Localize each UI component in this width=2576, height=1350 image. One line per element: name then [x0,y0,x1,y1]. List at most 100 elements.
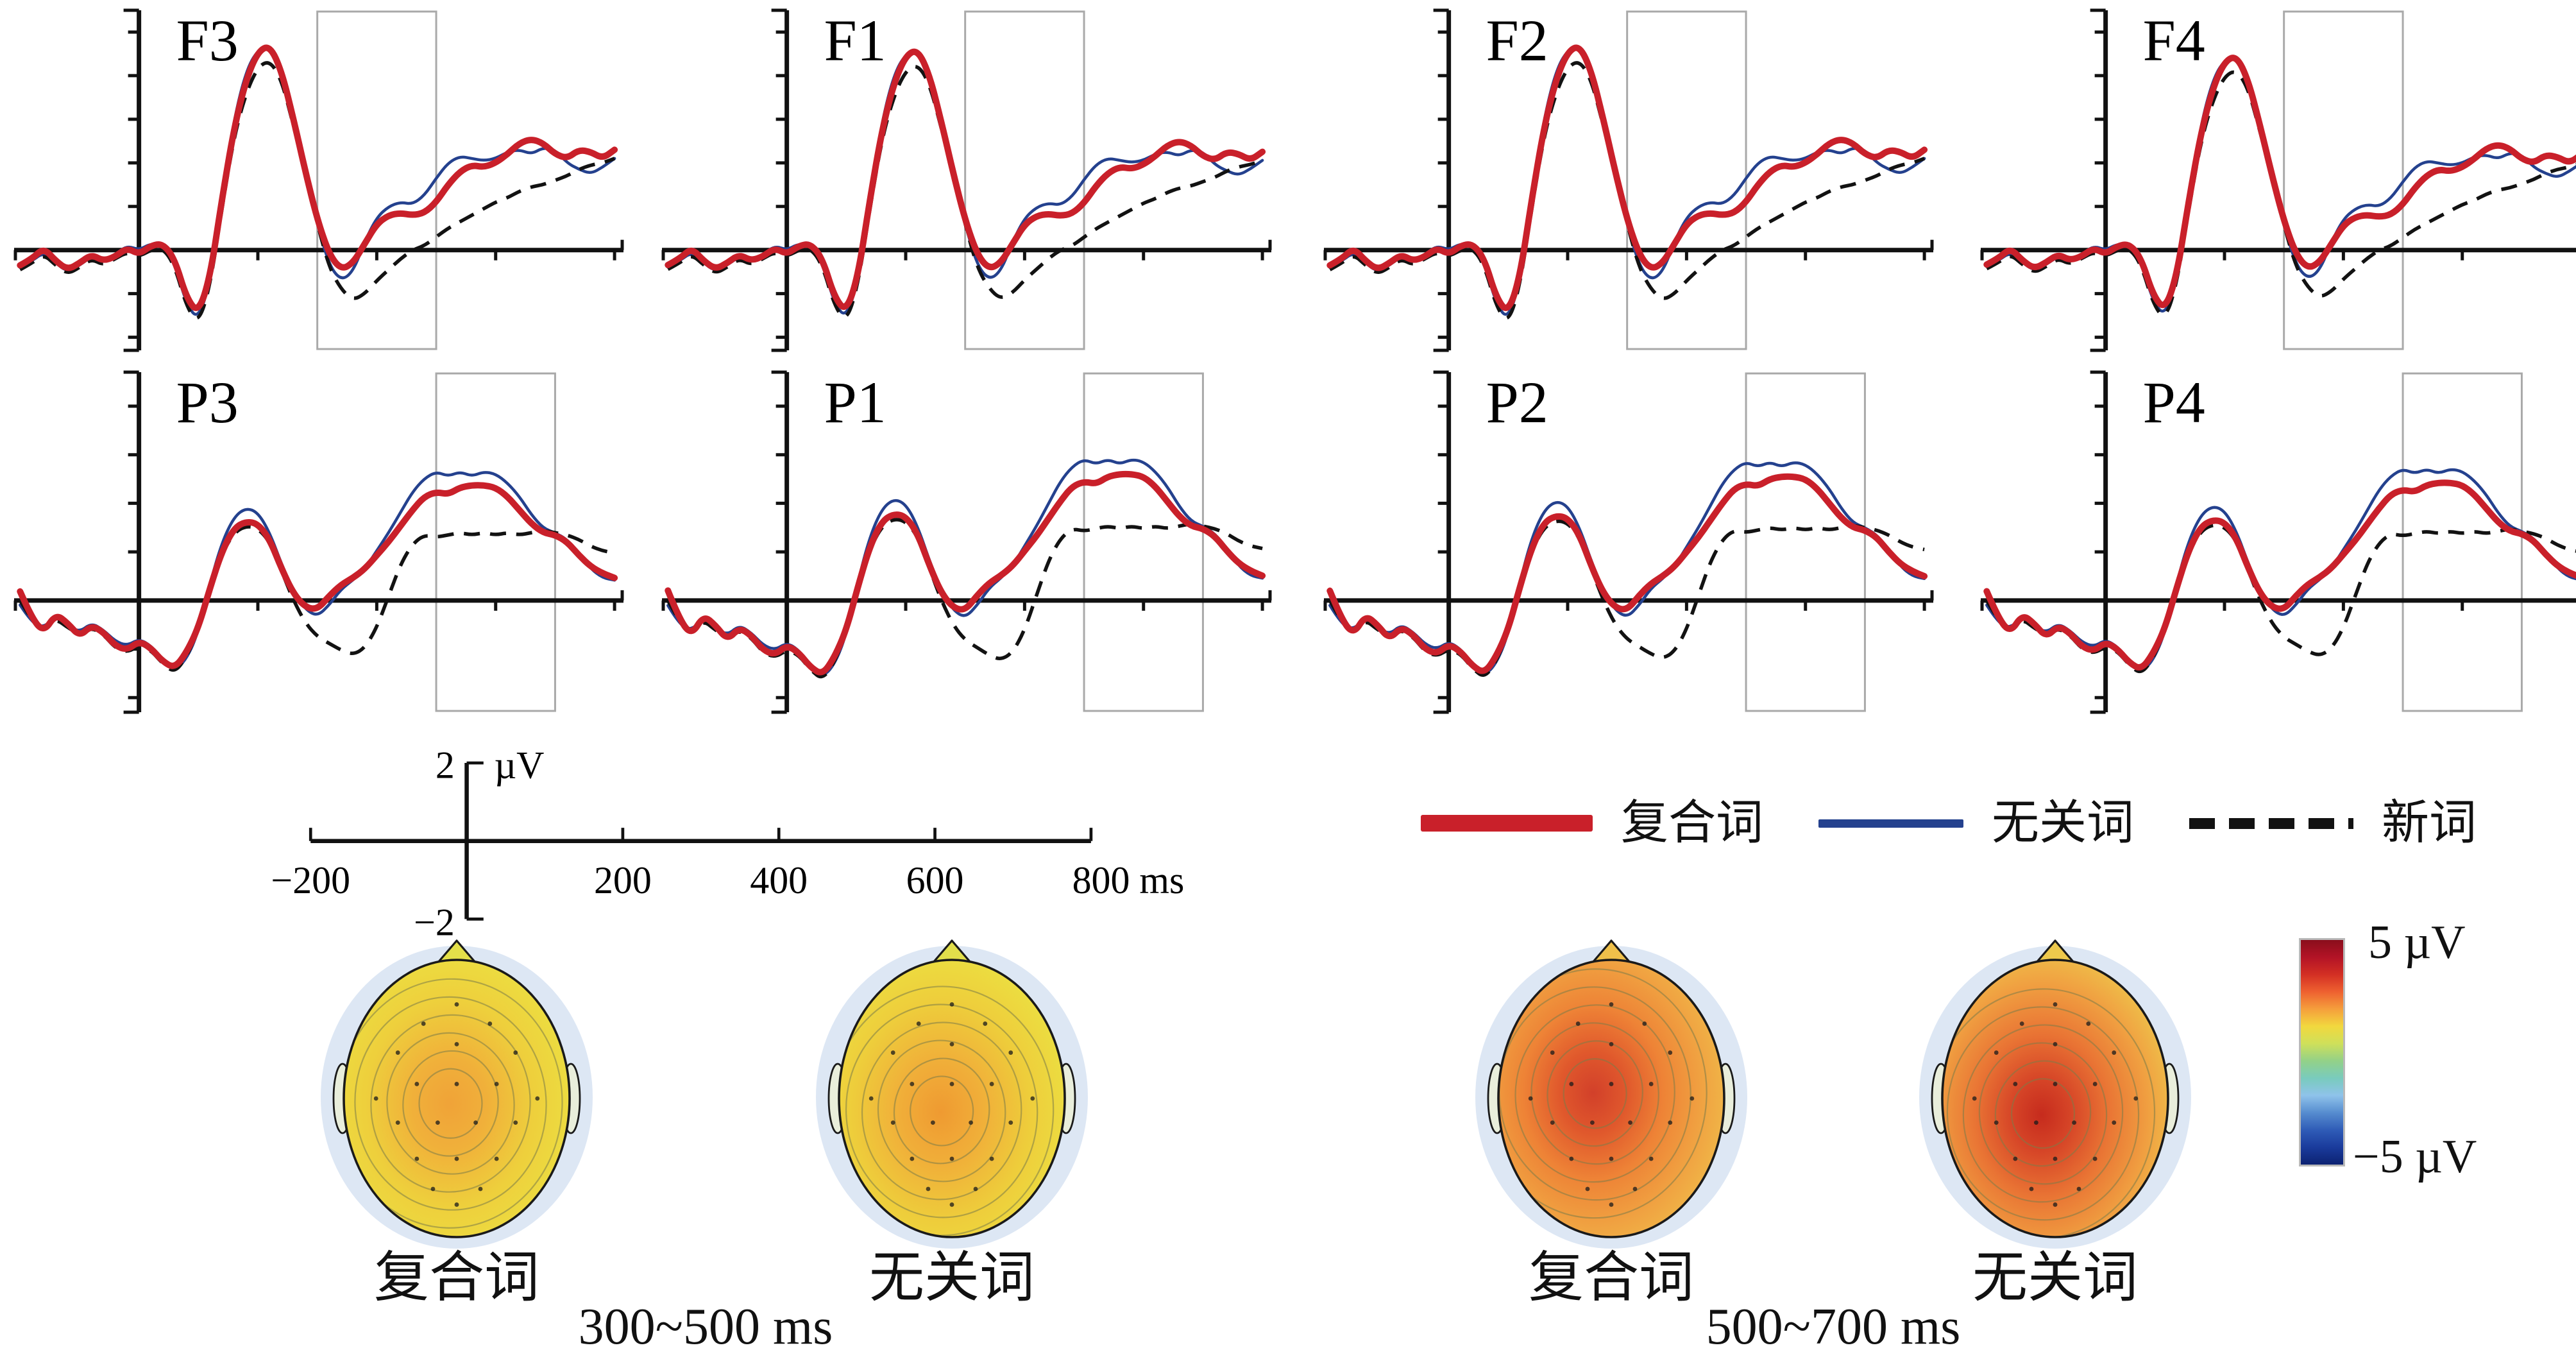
voltage-axis [2090,8,2108,352]
topomap-label-1: 复合词 [374,1247,539,1308]
electrode-dots [1972,1002,2139,1207]
time-axis [1323,590,1934,611]
scale-tick-m200: −200 [271,859,350,901]
erp-curve-compound [1983,55,2576,309]
erp-panel-F1: F1 [659,4,1275,358]
topomap-compound-300-500 [316,932,598,1252]
voltage-axis [1433,370,1452,714]
time-axis [13,590,624,611]
panel-label: P3 [176,370,239,435]
erp-curve-unrelated [666,458,1264,676]
erp-curve-new [18,525,615,672]
erp-curve-compound [665,470,1266,676]
voltage-axis [771,8,790,352]
panel-label: F2 [1486,8,1548,73]
erp-curve-unrelated [1328,461,1926,674]
scalp [1497,959,1725,1238]
erp-curve-unrelated [1985,468,2576,671]
erp-curve-new [1328,61,1926,320]
scale-time-ticks [309,828,1093,841]
highlight-window [1745,372,1866,712]
topomap-label-4: 无关词 [1972,1247,2138,1308]
time-window-label-500-700: 500~700 ms [1706,1299,1961,1350]
erp-panel-P3: P3 [12,366,627,720]
highlight-window [2283,10,2404,350]
panel-label: F4 [2143,8,2205,73]
panel-label: P1 [824,370,886,435]
scalp [343,959,571,1238]
scale-tick-800ms: 800 ms [1072,859,1185,901]
erp-curve-new [1985,523,2576,674]
scale-tick-600: 600 [906,859,964,901]
contour-lines [1500,968,1707,1219]
erp-panel-P4: P4 [1978,366,2576,720]
panel-label: F3 [176,8,239,73]
erp-panel-P2: P2 [1321,366,1937,720]
erp-curve-new [1328,519,1925,677]
highlight-window [435,372,556,712]
highlight-window [1626,10,1747,350]
highlight-window [316,10,437,350]
legend-item-compound: 复合词 [1421,799,1763,847]
panel-label: P4 [2143,370,2205,435]
condition-legend: 复合词 无关词 新词 [1421,775,2569,871]
erp-panel-F2: F2 [1321,4,1937,358]
unrelated-line-swatch [1818,819,1963,828]
topomap-compound-500-700 [1470,932,1752,1252]
voltage-axis [771,370,790,714]
compound-label: 复合词 [1621,797,1763,850]
scalp [1941,959,2169,1238]
colorbar-max-label: 5 µV [2368,916,2466,969]
compound-line-swatch [1421,815,1593,832]
topomap-label-3: 复合词 [1529,1247,1694,1308]
new-word-label: 新词 [2382,797,2477,850]
panel-label: P2 [1486,370,1548,435]
highlight-window [2402,372,2523,712]
erp-curve-unrelated [1985,56,2576,313]
time-axis [661,239,1272,261]
voltage-axis [123,370,142,714]
erp-curve-compound [1326,473,1928,674]
scale-bottom-label: −2 [414,901,455,941]
time-axis [1980,248,2576,261]
legend-item-new: 新词 [2189,799,2477,847]
erp-curve-new [19,61,616,320]
scale-tick-400: 400 [750,859,808,901]
panel-label: F1 [824,8,886,73]
topomap-unrelated-300-500 [811,932,1093,1252]
scale-top-label: 2 [436,744,455,786]
new-word-line-swatch [2189,817,2353,829]
erp-curve-compound [17,482,618,669]
erp-panel-P1: P1 [659,366,1275,720]
unrelated-label: 无关词 [1992,797,2134,850]
time-window-label-300-500: 300~500 ms [578,1299,833,1350]
time-axis [1323,239,1934,261]
scale-tick-200: 200 [594,859,652,901]
voltage-colorbar [2299,938,2345,1166]
legend-item-unrelated: 无关词 [1818,799,2134,847]
erp-curve-compound [17,44,618,311]
time-axis [661,590,1272,611]
contour-lines [1944,988,2156,1236]
erp-curve-compound [665,48,1266,310]
erp-panel-F4: F4 [1978,4,2576,358]
erp-curve-compound [1326,44,1928,311]
erp-panel-F3: F3 [12,4,627,358]
topomap-label-2: 无关词 [869,1247,1035,1308]
electrode-dots [869,1002,1035,1207]
electrode-dots [373,1002,540,1207]
voltage-axis [1433,8,1452,352]
contour-lines [345,978,563,1229]
topomap-unrelated-500-700 [1914,932,2196,1252]
erp-curve-compound [1983,479,2576,671]
scalp [838,959,1066,1238]
highlight-window [964,10,1085,350]
colorbar-min-label: −5 µV [2353,1131,2477,1183]
voltage-axis [123,8,142,352]
erp-curve-new [1986,70,2576,317]
voltage-axis [2090,370,2108,714]
time-voltage-scale: 2 µV −2 −200 200 400 600 800 ms [257,717,1193,941]
time-axis [1980,598,2576,611]
scale-unit-label: µV [495,744,545,786]
